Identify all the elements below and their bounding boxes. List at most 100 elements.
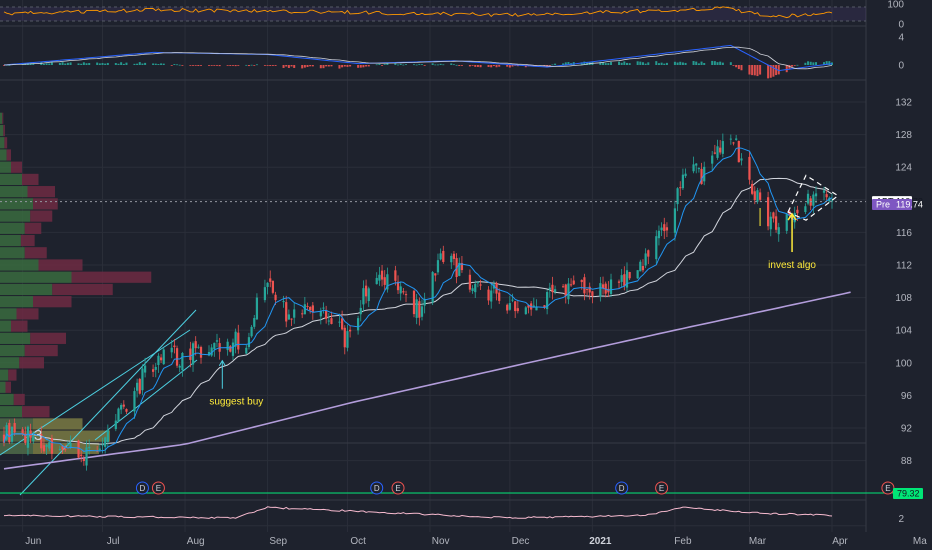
candle-body bbox=[2, 434, 6, 443]
vp-up-bar bbox=[0, 222, 25, 234]
macd-histogram-bar bbox=[287, 65, 290, 68]
candle-body bbox=[601, 284, 605, 289]
candle-body bbox=[609, 279, 613, 295]
event-label: D bbox=[374, 484, 380, 493]
macd-histogram-bar bbox=[697, 63, 700, 65]
macd-histogram-bar bbox=[753, 65, 756, 76]
macd-histogram-bar bbox=[144, 62, 147, 65]
macd-histogram-bar bbox=[729, 62, 732, 65]
candle-body bbox=[460, 263, 464, 271]
macd-histogram-bar bbox=[676, 62, 679, 65]
channel-upper-line bbox=[19, 309, 197, 496]
macd-histogram-bar bbox=[394, 63, 397, 65]
macd-histogram-bar bbox=[208, 65, 211, 66]
candle-body bbox=[766, 197, 770, 227]
macd-histogram-bar bbox=[218, 65, 221, 67]
candle-body bbox=[777, 227, 780, 235]
macd-histogram-bar bbox=[80, 63, 83, 65]
candle-body bbox=[106, 429, 109, 442]
candle-body bbox=[293, 309, 296, 318]
macd-histogram-bar bbox=[618, 61, 621, 65]
price-tick-label: 92 bbox=[901, 424, 913, 435]
macd-histogram-bar bbox=[399, 63, 402, 65]
macd-histogram-bar bbox=[418, 64, 421, 65]
candle-body bbox=[436, 260, 440, 273]
rsi-tick-label: 0 bbox=[898, 20, 904, 31]
candle-body bbox=[774, 216, 778, 230]
candle-body bbox=[535, 306, 538, 311]
candle-body bbox=[434, 273, 437, 276]
vp-down-bar bbox=[4, 137, 8, 149]
candle-body bbox=[136, 382, 139, 391]
macd-histogram-bar bbox=[173, 64, 176, 65]
macd-histogram-bar bbox=[266, 65, 269, 66]
macd-histogram-bar bbox=[751, 65, 754, 76]
macd-histogram-bar bbox=[804, 62, 807, 65]
macd-histogram-bar bbox=[684, 62, 687, 65]
vp-up-bar bbox=[0, 406, 22, 418]
candle-body bbox=[487, 289, 490, 301]
vp-up-bar bbox=[0, 124, 4, 137]
month-label: Aug bbox=[187, 536, 205, 547]
candle-body bbox=[383, 277, 386, 285]
macd-histogram-bar bbox=[431, 63, 434, 65]
vp-down-bar bbox=[24, 222, 42, 234]
candle-body bbox=[561, 286, 565, 288]
macd-histogram-bar bbox=[791, 65, 794, 67]
candle-body bbox=[253, 318, 256, 327]
candle-body bbox=[213, 342, 216, 350]
candle-body bbox=[356, 318, 360, 331]
candle-body bbox=[191, 343, 195, 365]
rsi-tick-label: 100 bbox=[887, 0, 904, 11]
macd-histogram-bar bbox=[551, 64, 554, 66]
candle-body bbox=[98, 448, 101, 450]
vp-down-bar bbox=[16, 308, 39, 320]
candle-body bbox=[580, 279, 583, 283]
candle-body bbox=[269, 278, 272, 282]
macd-histogram-bar bbox=[476, 65, 479, 67]
macd-histogram-bar bbox=[61, 62, 64, 65]
macd-histogram-bar bbox=[247, 65, 250, 67]
macd-histogram-bar bbox=[580, 62, 583, 65]
candle-body bbox=[309, 306, 312, 311]
candle-body bbox=[210, 347, 213, 356]
macd-histogram-bar bbox=[775, 65, 778, 76]
macd-histogram-bar bbox=[133, 63, 136, 65]
macd-histogram-bar bbox=[303, 65, 306, 68]
macd-histogram-bar bbox=[735, 65, 738, 68]
vp-up-bar bbox=[0, 442, 33, 454]
macd-histogram-bar bbox=[506, 65, 509, 67]
candle-body bbox=[194, 341, 197, 349]
candle-body bbox=[197, 346, 200, 348]
candle-body bbox=[663, 224, 666, 232]
macd-histogram-bar bbox=[255, 64, 258, 66]
macd-histogram-bar bbox=[226, 65, 229, 66]
macd-histogram-bar bbox=[3, 65, 5, 66]
vp-up-bar bbox=[0, 283, 53, 296]
candle-body bbox=[117, 408, 120, 422]
macd-histogram-bar bbox=[154, 63, 157, 65]
macd-histogram-bar bbox=[495, 65, 498, 68]
macd-histogram-bar bbox=[122, 63, 125, 65]
candle-body bbox=[458, 262, 461, 276]
suggest-buy-arrowhead bbox=[218, 359, 226, 366]
vp-up-bar bbox=[0, 332, 31, 344]
candle-body bbox=[551, 284, 554, 293]
candle-body bbox=[548, 287, 551, 290]
month-label: Feb bbox=[674, 536, 692, 547]
candle-body bbox=[141, 368, 144, 391]
macd-histogram-bar bbox=[330, 65, 333, 67]
candle-body bbox=[516, 308, 519, 312]
candle-body bbox=[143, 365, 147, 373]
candle-body bbox=[431, 272, 434, 303]
vp-down-bar bbox=[33, 198, 58, 210]
candle-body bbox=[327, 320, 330, 322]
candle-body bbox=[159, 357, 163, 361]
candle-body bbox=[290, 318, 293, 320]
support-level-tag: 79.32 bbox=[893, 488, 923, 499]
macd-histogram-bar bbox=[636, 61, 639, 65]
macd-histogram-bar bbox=[663, 63, 666, 65]
macd-histogram-bar bbox=[282, 65, 285, 68]
macd-histogram-bar bbox=[815, 62, 818, 65]
